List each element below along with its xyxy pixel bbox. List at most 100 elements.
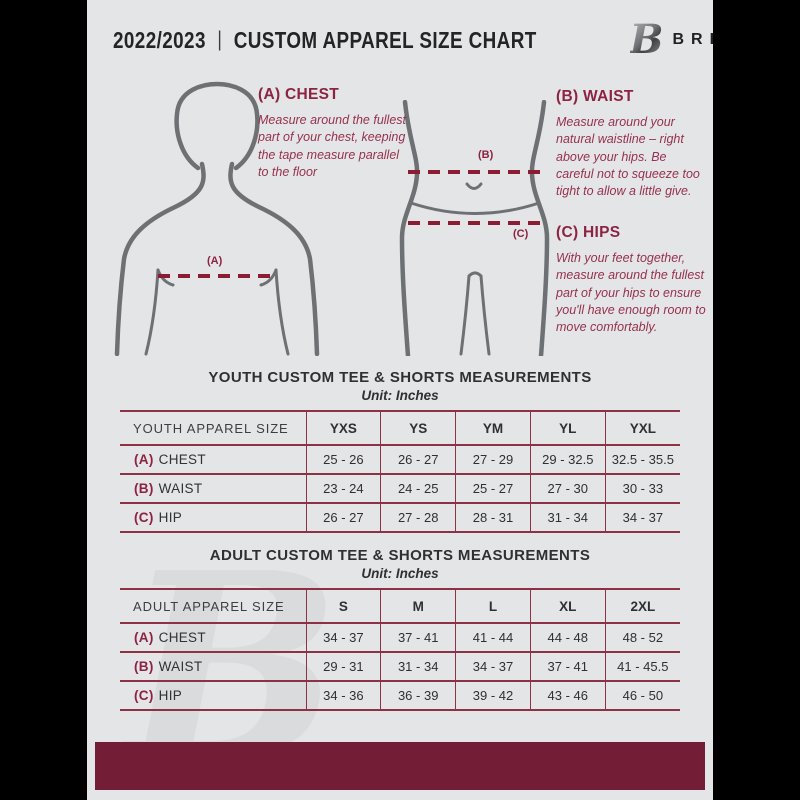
cell: 28 - 31 <box>455 503 531 533</box>
row-prefix: (B) <box>134 481 154 496</box>
row-prefix: (A) <box>134 452 154 467</box>
cell: 34 - 37 <box>455 652 531 682</box>
size-header-s: S <box>305 588 381 624</box>
table-row: (A) CHEST 25 - 26 26 - 27 27 - 29 29 - 32… <box>120 445 680 475</box>
cell: 31 - 34 <box>380 652 456 682</box>
cell: 25 - 26 <box>305 445 381 475</box>
size-header-ym: YM <box>455 410 531 446</box>
chest-body-text: Measure around the fullest part of your … <box>258 113 407 179</box>
row-label: (A) CHEST <box>120 623 306 653</box>
size-header-yxs: YXS <box>305 410 381 446</box>
cell: 46 - 50 <box>604 681 680 711</box>
cell: 27 - 29 <box>455 445 531 475</box>
table-row: (C) HIP 34 - 36 36 - 39 39 - 42 43 - 46 4… <box>120 681 680 711</box>
adult-header-row: ADULT APPAREL SIZE S M L XL 2XL <box>120 588 680 624</box>
footer-bar <box>95 742 705 790</box>
row-prefix: (C) <box>134 510 154 525</box>
page-title: 2022/2023 | CUSTOM APPAREL SIZE CHART <box>113 27 537 54</box>
cell: 30 - 33 <box>604 474 680 504</box>
size-header-ys: YS <box>380 410 456 446</box>
chest-heading: (A) CHEST <box>258 86 340 103</box>
cell: 37 - 41 <box>529 652 606 682</box>
table-row: (C) HIP 26 - 27 27 - 28 28 - 31 31 - 34 3… <box>120 503 680 533</box>
cell: 23 - 24 <box>305 474 381 504</box>
hip-line-marker: (C) <box>513 228 529 240</box>
youth-size-table: YOUTH APPAREL SIZE YXS YS YM YL YXL (A) C… <box>120 410 680 533</box>
cell: 48 - 52 <box>604 623 680 653</box>
size-header-xl: XL <box>529 588 606 624</box>
youth-measurements-section: YOUTH CUSTOM TEE & SHORTS MEASUREMENTS U… <box>120 369 680 533</box>
cell: 34 - 37 <box>305 623 381 653</box>
row-prefix: (C) <box>134 688 154 703</box>
row-label: (C) HIP <box>120 503 306 533</box>
row-name: HIP <box>158 510 183 525</box>
waist-heading: (B) WAIST <box>556 88 634 105</box>
size-header-yl: YL <box>529 410 606 446</box>
adult-measurements-section: ADULT CUSTOM TEE & SHORTS MEASUREMENTS U… <box>120 547 680 711</box>
cell: 39 - 42 <box>455 681 531 711</box>
brand-name: BREAKAWAY <box>672 31 713 48</box>
row-label: (C) HIP <box>120 681 306 711</box>
row-name: CHEST <box>158 452 206 467</box>
row-label: (B) WAIST <box>120 474 306 504</box>
header-title-text: CUSTOM APPAREL SIZE CHART <box>233 26 537 53</box>
youth-table-title: YOUTH CUSTOM TEE & SHORTS MEASUREMENTS <box>208 369 592 386</box>
cell: 41 - 45.5 <box>604 652 680 682</box>
table-row: (B) WAIST 23 - 24 24 - 25 25 - 27 27 - 30… <box>120 474 680 504</box>
size-header-yxl: YXL <box>604 410 680 446</box>
row-name: WAIST <box>158 659 203 674</box>
size-header-l: L <box>455 588 531 624</box>
cell: 31 - 34 <box>529 503 606 533</box>
table-row: (B) WAIST 29 - 31 31 - 34 34 - 37 37 - 41… <box>120 652 680 682</box>
header: 2022/2023 | CUSTOM APPAREL SIZE CHART B … <box>113 18 713 62</box>
adult-size-table: ADULT APPAREL SIZE S M L XL 2XL (A) CHEST… <box>120 588 680 711</box>
row-label: (A) CHEST <box>120 445 306 475</box>
header-year-range: 2022/2023 <box>113 26 206 53</box>
cell: 44 - 48 <box>529 623 606 653</box>
lower-body-diagram <box>399 100 550 356</box>
hips-instructions: (C) HIPS With your feet together, measur… <box>556 224 713 336</box>
row-prefix: (A) <box>134 630 154 645</box>
cell: 37 - 41 <box>380 623 456 653</box>
cell: 29 - 31 <box>305 652 381 682</box>
size-header-m: M <box>380 588 456 624</box>
size-header-2xl: 2XL <box>604 588 680 624</box>
chest-line-marker: (A) <box>207 255 223 267</box>
hips-body-text: With your feet together, measure around … <box>556 251 706 334</box>
cell: 43 - 46 <box>529 681 606 711</box>
waist-line-marker: (B) <box>478 149 494 161</box>
cell: 26 - 27 <box>380 445 456 475</box>
table-row: (A) CHEST 34 - 37 37 - 41 41 - 44 44 - 48… <box>120 623 680 653</box>
cell: 27 - 30 <box>529 474 606 504</box>
youth-size-column-header: YOUTH APPAREL SIZE <box>120 410 306 446</box>
row-prefix: (B) <box>134 659 154 674</box>
cell: 32.5 - 35.5 <box>604 445 680 475</box>
youth-unit-label: Unit: Inches <box>361 388 439 403</box>
adult-table-title: ADULT CUSTOM TEE & SHORTS MEASUREMENTS <box>209 547 591 564</box>
cell: 34 - 37 <box>604 503 680 533</box>
brand-lockup: B BREAKAWAY <box>630 20 713 60</box>
size-chart-page: 2022/2023 | CUSTOM APPAREL SIZE CHART B … <box>87 0 713 800</box>
cell: 36 - 39 <box>380 681 456 711</box>
youth-header-row: YOUTH APPAREL SIZE YXS YS YM YL YXL <box>120 410 680 446</box>
row-name: CHEST <box>158 630 206 645</box>
adult-unit-label: Unit: Inches <box>361 566 439 581</box>
row-name: WAIST <box>158 481 203 496</box>
cell: 41 - 44 <box>455 623 531 653</box>
adult-size-column-header: ADULT APPAREL SIZE <box>120 588 306 624</box>
cell: 27 - 28 <box>380 503 456 533</box>
row-label: (B) WAIST <box>120 652 306 682</box>
cell: 24 - 25 <box>380 474 456 504</box>
breakaway-logo-icon: B <box>629 16 664 63</box>
row-name: HIP <box>158 688 183 703</box>
chest-instructions: (A) CHEST Measure around the fullest par… <box>258 86 410 181</box>
waist-instructions: (B) WAIST Measure around your natural wa… <box>556 88 706 200</box>
upper-body-diagram <box>114 81 320 356</box>
cell: 34 - 36 <box>305 681 381 711</box>
hips-heading: (C) HIPS <box>556 224 621 241</box>
cell: 25 - 27 <box>455 474 531 504</box>
header-divider: | <box>217 28 223 51</box>
waist-body-text: Measure around your natural waistline – … <box>556 115 700 198</box>
cell: 26 - 27 <box>305 503 381 533</box>
